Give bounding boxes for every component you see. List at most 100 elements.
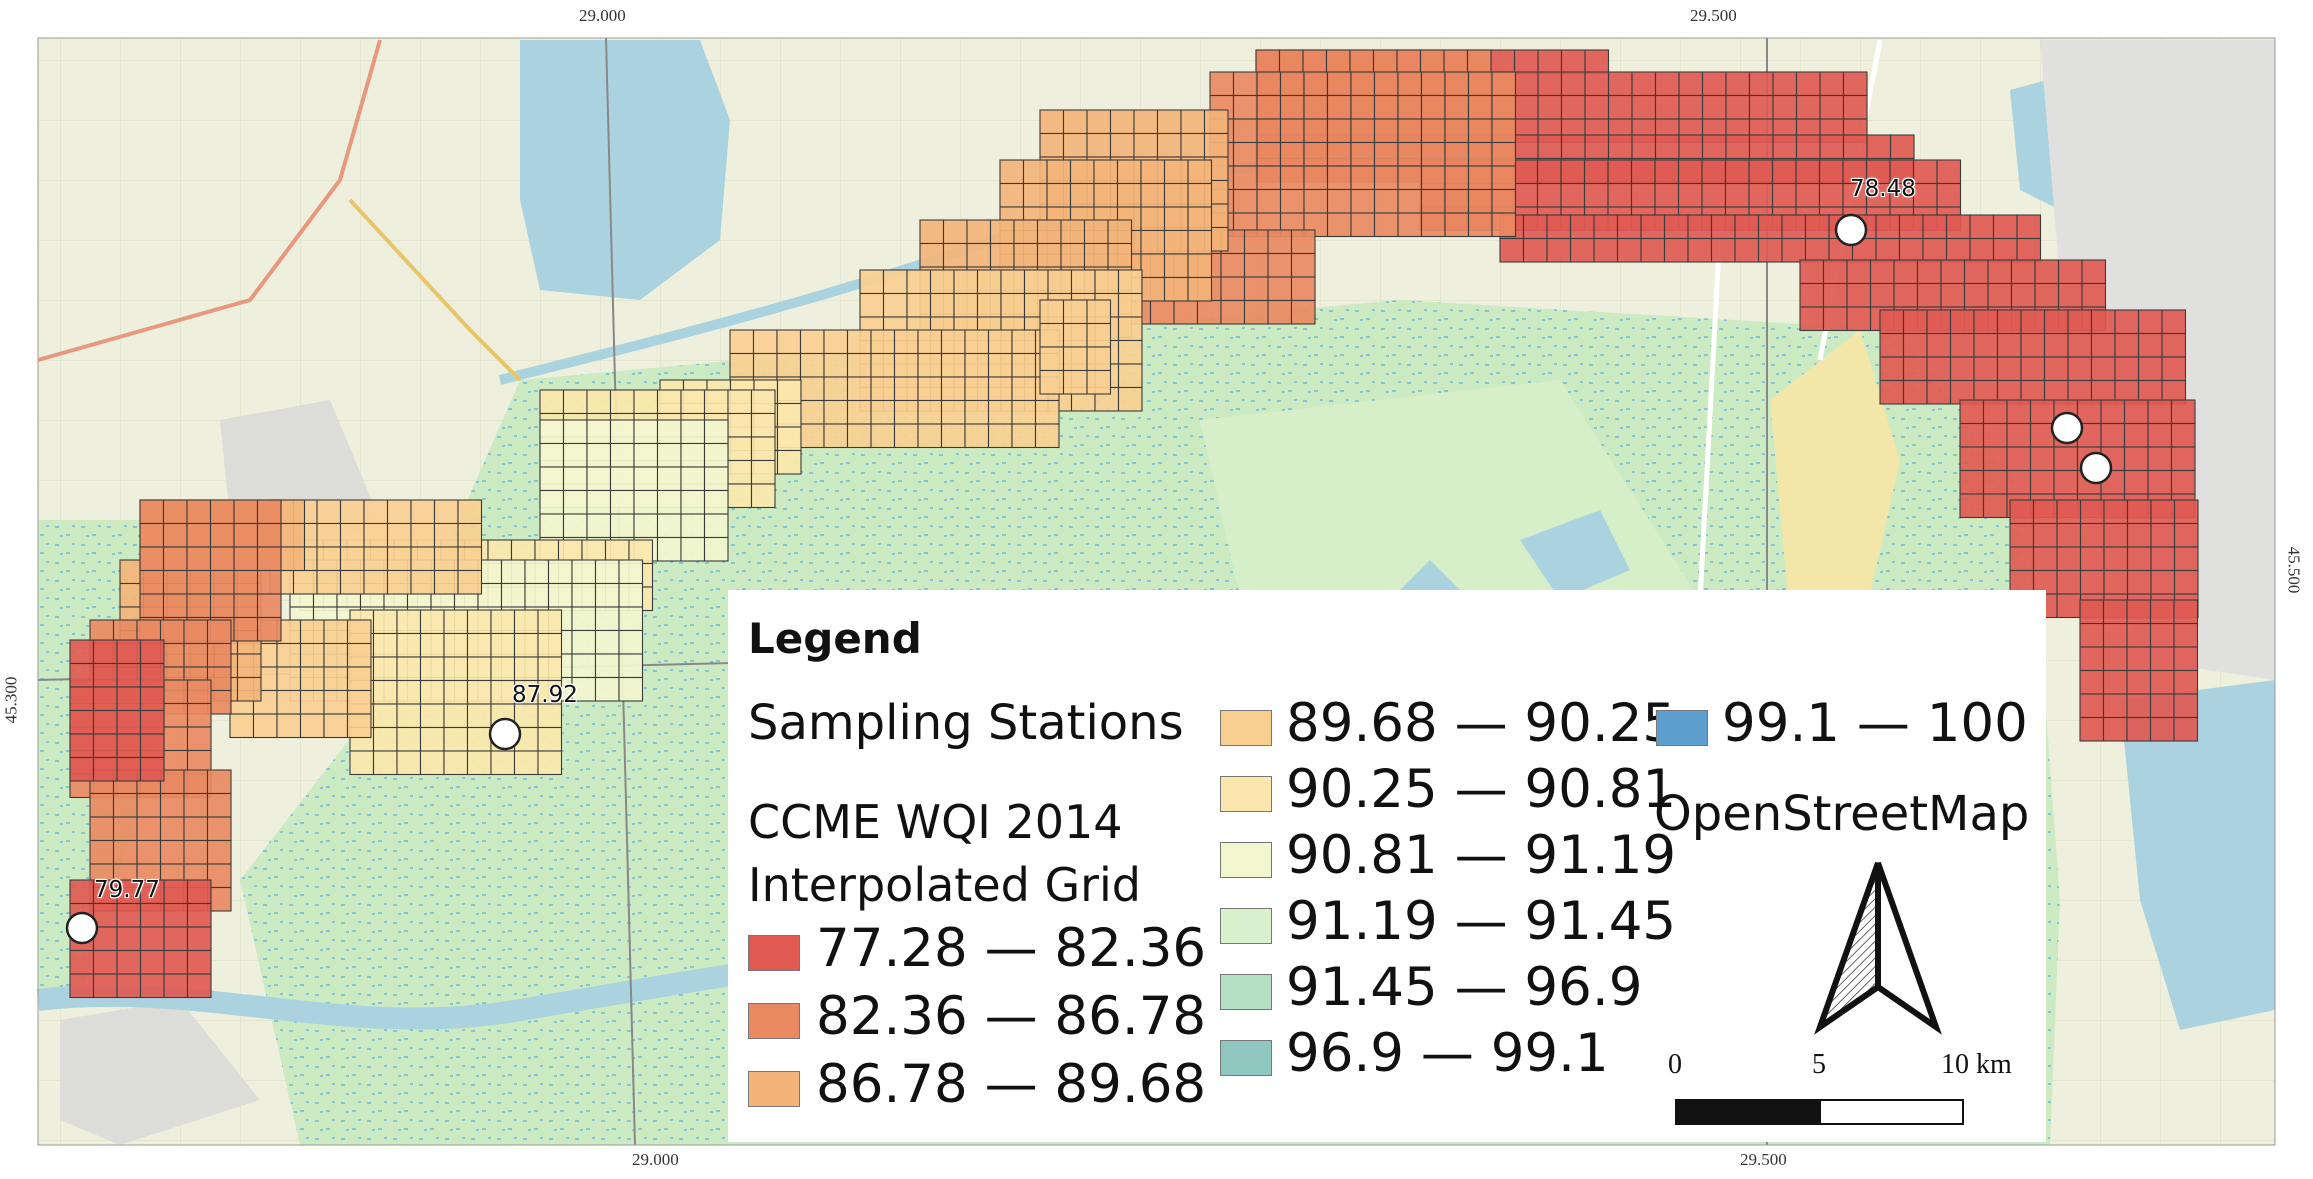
grid-cell [1303,165,1329,191]
grid-cell [112,839,138,865]
grid-cell [2079,599,2105,625]
grid-cell [942,242,968,268]
grid-cell [139,569,165,595]
grid-cell [2150,569,2176,595]
grid-cell [112,792,138,818]
grid-cell [183,642,209,668]
grid-cell [1593,237,1619,263]
grid-cell [1902,309,1928,335]
grid-cell [1444,94,1470,120]
grid-cell [1616,214,1642,240]
station-marker-3[interactable] [65,911,99,945]
grid-cell [1491,141,1517,167]
station-marker-2[interactable] [488,717,522,751]
grid-cell [433,546,459,572]
grid-cell [703,489,729,515]
grid-cell [1537,49,1563,75]
grid-cell [846,352,872,378]
grid-cell [2067,309,2093,335]
grid-cell [1583,182,1609,208]
grid-cell [2079,646,2105,672]
grid-cell [539,442,565,468]
grid-cell [419,726,445,752]
grid-cell [2149,669,2175,695]
grid-cell [1163,229,1189,255]
grid-cell [323,642,349,668]
grid-cell [159,816,185,842]
grid-cell [680,466,706,492]
station-marker-1[interactable] [1834,213,1868,247]
grid-cell [1846,282,1872,308]
station-marker-5[interactable] [2079,451,2113,485]
grid-cell [1039,132,1065,158]
grid-cell [116,926,142,952]
grid-cell [1869,259,1895,285]
grid-cell [1969,237,1995,263]
grid-cell [917,423,943,449]
grid-cell [410,546,436,572]
grid-cell [1326,188,1352,214]
grid-cell [1819,71,1845,97]
grid-cell [1491,71,1517,97]
grid-cell [586,442,612,468]
grid-cell [1303,118,1329,144]
grid-cell [346,666,372,692]
grid-cell [680,513,706,539]
grid-cell [276,666,302,692]
grid-cell [116,733,142,759]
grid-cell [633,442,659,468]
grid-cell [966,242,992,268]
grid-cell [1898,214,1924,240]
grid-cell [2102,669,2128,695]
grid-cell [1467,118,1493,144]
grid-cell [1133,132,1159,158]
grid-cell [976,269,1002,295]
grid-cell [1822,259,1848,285]
grid-cell [823,376,849,402]
grid-cell [1879,356,1905,382]
grid-cell [1420,71,1446,97]
grid-cell [618,606,644,632]
grid-cell [1011,329,1037,355]
grid-cell [1303,188,1329,214]
grid-cell [656,389,682,415]
grid-cell [1949,332,1975,358]
grid-cell [1173,299,1199,325]
grid-cell [1397,118,1423,144]
grid-cell [1819,134,1845,160]
grid-cell [1724,182,1750,208]
grid-cell [372,609,398,635]
grid-cell [882,269,908,295]
grid-cell [1959,469,1985,495]
grid-cell [1522,214,1548,240]
grid-cell [2103,522,2129,548]
grid-cell [2147,469,2173,495]
grid-cell [323,666,349,692]
grid-cell [1467,94,1493,120]
grid-cell [206,816,232,842]
grid-cell [1396,49,1422,75]
grid-cell [882,292,908,318]
grid-cell [1267,276,1293,302]
grid-cell [1992,237,2018,263]
grid-cell [2170,446,2196,472]
grid-cell [2161,309,2187,335]
grid-cell [1569,214,1595,240]
grid-cell [1748,182,1774,208]
station-marker-4[interactable] [2050,411,2084,445]
grid-cell [2020,356,2046,382]
grid-cell [2034,259,2060,285]
grid-cell [1140,182,1166,208]
grid-cell [2067,356,2093,382]
grid-cell [1654,134,1680,160]
grid-cell [1444,165,1470,191]
grid-cell [1220,276,1246,302]
grid-cell [2056,546,2082,572]
grid-cell [2079,716,2105,742]
grid-cell [1047,269,1073,295]
grid-cell [1701,159,1727,185]
grid-cell [186,546,212,572]
grid-cell [1267,252,1293,278]
grid-cell [1822,282,1848,308]
grid-cell [280,522,306,548]
